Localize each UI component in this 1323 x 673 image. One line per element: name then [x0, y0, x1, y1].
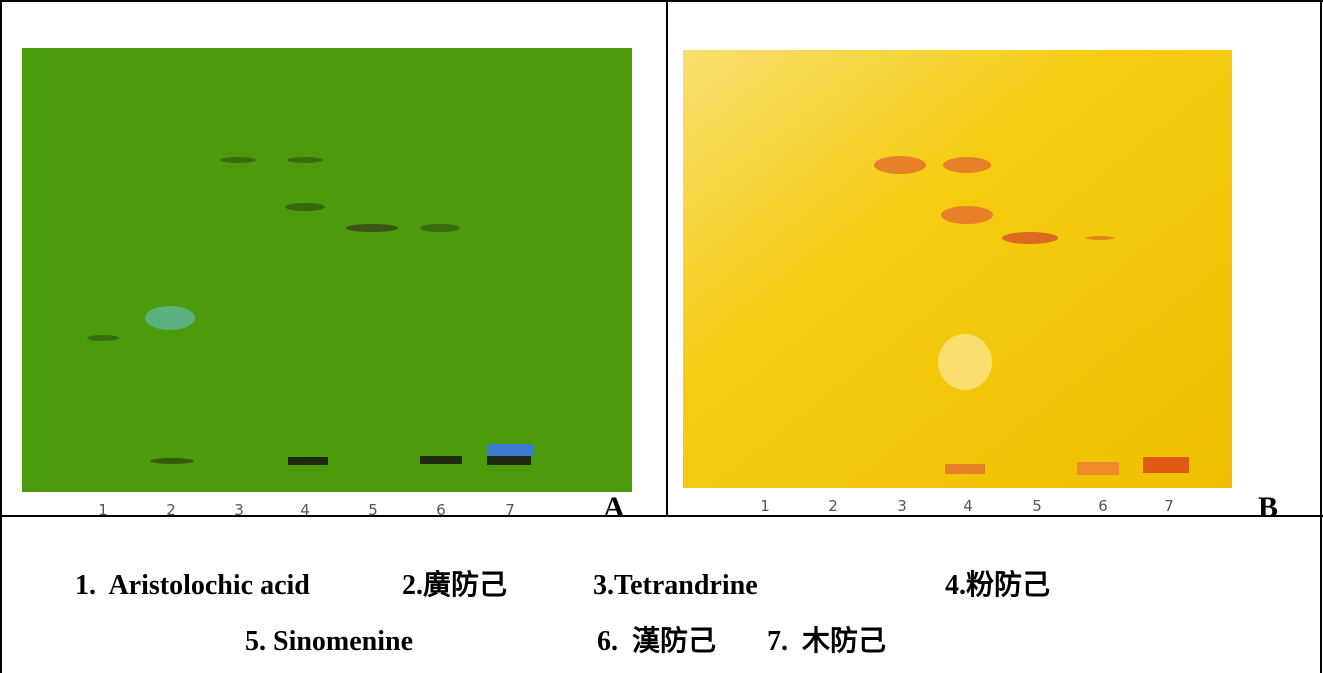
- legend-item: 5. Sinomenine: [245, 626, 413, 657]
- lane-label: 1: [98, 501, 108, 519]
- lane-label: 2: [166, 501, 176, 519]
- lane-label: 2: [828, 497, 838, 515]
- lane-label: 7: [1164, 497, 1174, 515]
- lane-label: 4: [300, 501, 310, 519]
- lane-label: 3: [234, 501, 244, 519]
- legend-item: 7. 木防己: [767, 625, 886, 657]
- lane-label: 5: [368, 501, 378, 519]
- figure-page: 1 2 3 4 5 6 7 A 1 2 3 4 5 6 7 B 1. Aristolochic acid 2.廣防…: [0, 0, 1323, 673]
- plate-a: [22, 48, 632, 492]
- panel-letter: A: [603, 491, 625, 524]
- lane-label: 3: [897, 497, 907, 515]
- panel-letter: B: [1258, 491, 1278, 524]
- legend-item: 3.Tetrandrine: [593, 570, 758, 601]
- plate-b: [683, 50, 1232, 488]
- lane-label: 6: [436, 501, 446, 519]
- legend-item: 6. 漢防己: [597, 625, 716, 657]
- lane-label: 1: [760, 497, 770, 515]
- lane-label: 6: [1098, 497, 1108, 515]
- lane-label: 4: [963, 497, 973, 515]
- lane-label: 7: [505, 501, 515, 519]
- legend-item: 4.粉防己: [945, 569, 1050, 601]
- legend-item: 2.廣防己: [402, 569, 507, 601]
- legend-item: 1. Aristolochic acid: [75, 570, 310, 601]
- lane-label: 5: [1032, 497, 1042, 515]
